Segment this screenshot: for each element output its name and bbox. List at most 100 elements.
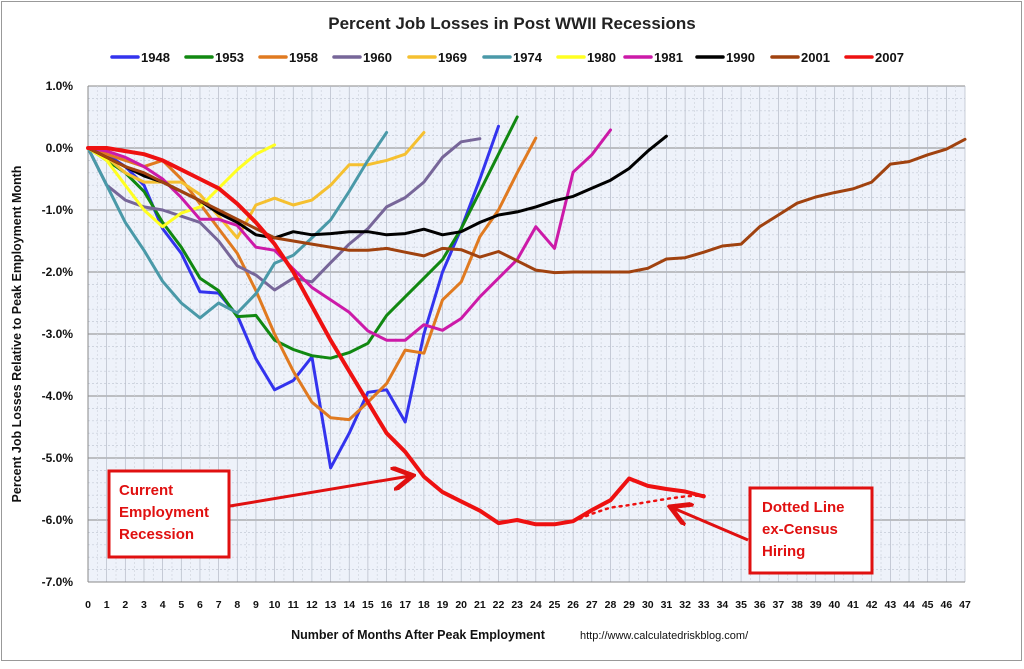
legend-label: 2001 bbox=[801, 50, 830, 65]
x-tick-label: 2 bbox=[122, 599, 128, 611]
x-tick-label: 8 bbox=[234, 599, 240, 611]
series-line-2007 bbox=[86, 146, 706, 527]
x-tick-label: 0 bbox=[85, 599, 91, 611]
annotation-box bbox=[748, 486, 874, 575]
legend-item-2007: 2007 bbox=[844, 50, 904, 65]
y-tick-label: -5.0% bbox=[42, 451, 74, 465]
x-tick-label: 7 bbox=[216, 599, 222, 611]
series-line-1980 bbox=[86, 143, 277, 229]
x-tick-label: 4 bbox=[160, 599, 166, 611]
series-line-1953 bbox=[86, 115, 519, 360]
x-tick-label: 23 bbox=[511, 599, 523, 611]
x-tick-label: 46 bbox=[940, 599, 952, 611]
x-tick-label: 25 bbox=[549, 599, 561, 611]
series-line-1981 bbox=[86, 128, 612, 342]
x-axis-title: Number of Months After Peak Employment bbox=[291, 628, 546, 642]
annotation-1: Current Employment Recession bbox=[107, 469, 410, 559]
legend-label: 1948 bbox=[141, 50, 170, 65]
annotation-text: Hiring bbox=[762, 543, 805, 560]
y-tick-label: -3.0% bbox=[42, 327, 74, 341]
annotations: Current Employment Recession Dotted Line ex-… bbox=[107, 469, 874, 575]
annotation-text: Employment bbox=[119, 504, 209, 521]
x-tick-label: 1 bbox=[104, 599, 110, 611]
annotation-2: Dotted Line ex-Census Hiring bbox=[673, 486, 874, 575]
legend-item-2001: 2001 bbox=[770, 50, 830, 65]
y-tick-label: -2.0% bbox=[42, 265, 74, 279]
x-tick-label: 18 bbox=[418, 599, 430, 611]
x-tick-label: 21 bbox=[474, 599, 486, 611]
legend-label: 1969 bbox=[438, 50, 467, 65]
x-tick-label: 11 bbox=[288, 599, 299, 611]
x-tick-label: 36 bbox=[754, 599, 766, 611]
legend-item-1981: 1981 bbox=[623, 50, 683, 65]
x-tick-label: 3 bbox=[141, 599, 147, 611]
x-tick-label: 47 bbox=[959, 599, 971, 611]
legend-label: 2007 bbox=[875, 50, 904, 65]
y-tick-label: 1.0% bbox=[46, 79, 74, 93]
x-tick-label: 32 bbox=[679, 599, 691, 611]
x-tick-label: 10 bbox=[269, 599, 281, 611]
x-tick-label: 16 bbox=[381, 599, 393, 611]
x-tick-label: 12 bbox=[306, 599, 318, 611]
annotation-arrow bbox=[229, 476, 410, 508]
y-tick-label: -1.0% bbox=[42, 203, 74, 217]
x-tick-label: 19 bbox=[437, 599, 449, 611]
legend-item-1990: 1990 bbox=[695, 50, 755, 65]
annotation-text: Recession bbox=[119, 526, 194, 543]
y-tick-label: -7.0% bbox=[42, 575, 74, 589]
annotation-text: Dotted Line bbox=[762, 499, 845, 516]
x-tick-label: 27 bbox=[586, 599, 598, 611]
y-tick-label: -4.0% bbox=[42, 389, 74, 403]
legend-item-1969: 1969 bbox=[407, 50, 467, 65]
x-tick-label: 28 bbox=[605, 599, 617, 611]
x-tick-label: 37 bbox=[773, 599, 785, 611]
legend-item-1980: 1980 bbox=[556, 50, 616, 65]
x-tick-label: 9 bbox=[253, 599, 259, 611]
annotation-text: Current bbox=[119, 482, 173, 499]
legend-label: 1958 bbox=[289, 50, 318, 65]
x-tick-label: 31 bbox=[661, 599, 673, 611]
x-tick-label: 5 bbox=[178, 599, 184, 611]
legend: 1948 1953 1958 1960 1969 1974 1980 1981 1990 2001… bbox=[110, 50, 904, 65]
x-tick-label: 22 bbox=[493, 599, 505, 611]
annotation-arrow bbox=[673, 508, 749, 542]
source-url: http://www.calculatedriskblog.com/ bbox=[580, 630, 749, 642]
legend-label: 1960 bbox=[363, 50, 392, 65]
series-lines bbox=[86, 115, 967, 527]
x-tick-label: 42 bbox=[866, 599, 878, 611]
x-tick-label: 35 bbox=[735, 599, 747, 611]
legend-label: 1953 bbox=[215, 50, 244, 65]
legend-label: 1974 bbox=[513, 50, 543, 65]
series-line-1969 bbox=[86, 131, 426, 240]
x-tick-label: 30 bbox=[642, 599, 654, 611]
x-tick-label: 41 bbox=[847, 599, 859, 611]
annotation-text: ex-Census bbox=[762, 521, 838, 538]
legend-label: 1990 bbox=[726, 50, 755, 65]
y-axis-ticks: 1.0% 0.0% -1.0% -2.0% -3.0% -4.0% -5.0% -6.0% -7… bbox=[42, 79, 74, 589]
series-line-1960 bbox=[86, 137, 482, 292]
legend-label: 1981 bbox=[654, 50, 683, 65]
legend-label: 1980 bbox=[587, 50, 616, 65]
x-tick-label: 13 bbox=[325, 599, 337, 611]
x-tick-label: 20 bbox=[455, 599, 467, 611]
legend-item-1953: 1953 bbox=[184, 50, 244, 65]
series-line-2007-ex-census-dotted bbox=[571, 493, 706, 523]
x-tick-label: 45 bbox=[922, 599, 934, 611]
x-tick-label: 38 bbox=[791, 599, 803, 611]
series-line-1974 bbox=[86, 131, 389, 320]
y-axis-title: Percent Job Losses Relative to Peak Empl… bbox=[10, 166, 24, 503]
x-tick-label: 44 bbox=[903, 599, 915, 611]
series-line-2001 bbox=[86, 137, 967, 275]
y-tick-label: -6.0% bbox=[42, 513, 74, 527]
x-tick-label: 40 bbox=[829, 599, 841, 611]
legend-item-1974: 1974 bbox=[482, 50, 543, 65]
chart-title: Percent Job Losses in Post WWII Recessio… bbox=[328, 14, 696, 33]
y-tick-label: 0.0% bbox=[46, 141, 74, 155]
legend-item-1958: 1958 bbox=[258, 50, 318, 65]
annotation-box bbox=[107, 469, 231, 559]
x-tick-label: 26 bbox=[567, 599, 579, 611]
x-tick-label: 17 bbox=[399, 599, 411, 611]
x-tick-label: 14 bbox=[343, 599, 355, 611]
x-tick-label: 6 bbox=[197, 599, 203, 611]
